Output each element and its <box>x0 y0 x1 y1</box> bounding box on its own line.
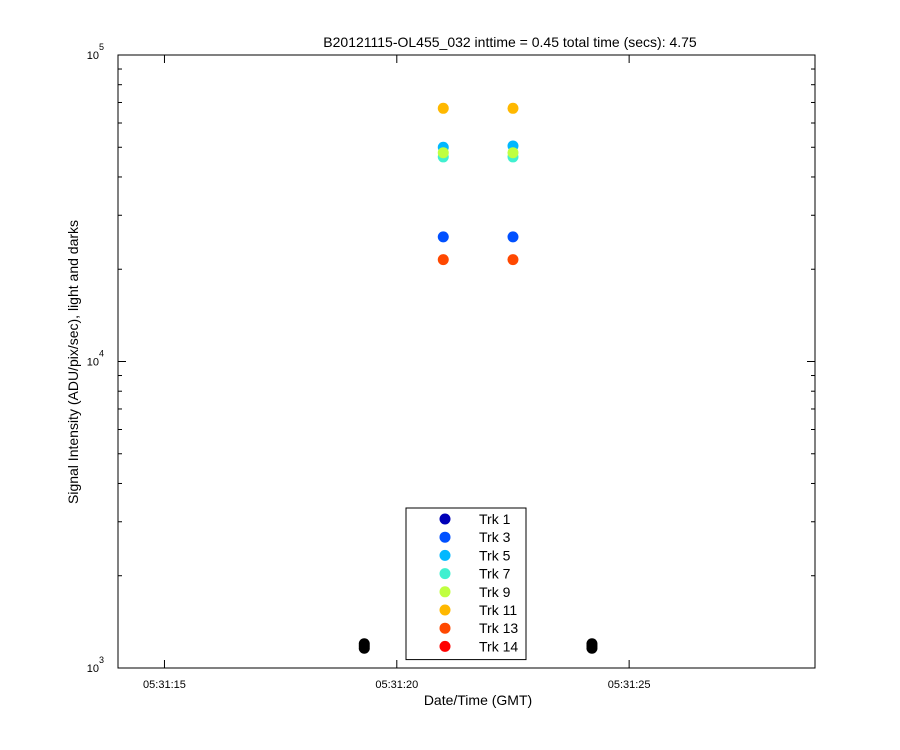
legend-label: Trk 14 <box>479 638 518 654</box>
axis-ticks: 103 104 105 05:31:15 05:31:20 05:31:25 <box>87 42 815 691</box>
legend-label: Trk 9 <box>479 584 511 600</box>
data-point <box>437 254 449 266</box>
legend-label: Trk 13 <box>479 620 518 636</box>
data-point <box>437 102 449 114</box>
legend: Trk 1 Trk 3 Trk 5 Trk 7 Trk 9 Trk 11 Trk 13 Trk… <box>405 507 527 661</box>
legend-label: Trk 1 <box>479 511 511 527</box>
data-points <box>358 102 598 654</box>
legend-box <box>405 507 527 661</box>
x-tick-label: 05:31:15 <box>143 679 186 691</box>
dark-frame-point <box>358 638 370 650</box>
legend-marker <box>439 568 451 580</box>
legend-label: Trk 11 <box>479 602 517 618</box>
data-point <box>507 254 519 266</box>
data-point <box>507 147 519 159</box>
y-axis-label: Signal Intensity (ADU/pix/sec), light an… <box>65 220 81 504</box>
legend-label: Trk 5 <box>479 547 511 563</box>
legend-marker <box>439 586 451 598</box>
legend-label: Trk 7 <box>479 566 511 582</box>
legend-label: Trk 3 <box>479 529 511 545</box>
y-tick-label: 103 <box>87 655 104 675</box>
data-point <box>507 231 519 243</box>
data-point <box>507 102 519 114</box>
legend-marker <box>439 622 451 634</box>
legend-marker <box>439 513 451 525</box>
x-axis-label: Date/Time (GMT) <box>424 692 532 708</box>
chart-title: B20121115-OL455_032 inttime = 0.45 total… <box>323 34 697 50</box>
y-tick-label: 105 <box>87 42 104 62</box>
legend-marker <box>439 549 451 561</box>
y-tick-label: 104 <box>87 349 104 369</box>
dark-frame-point <box>586 638 598 650</box>
data-point <box>437 147 449 159</box>
x-tick-label: 05:31:25 <box>608 679 651 691</box>
legend-marker <box>439 604 451 616</box>
legend-marker <box>439 640 451 652</box>
data-point <box>437 231 449 243</box>
legend-marker <box>439 531 451 543</box>
x-tick-label: 05:31:20 <box>375 679 418 691</box>
